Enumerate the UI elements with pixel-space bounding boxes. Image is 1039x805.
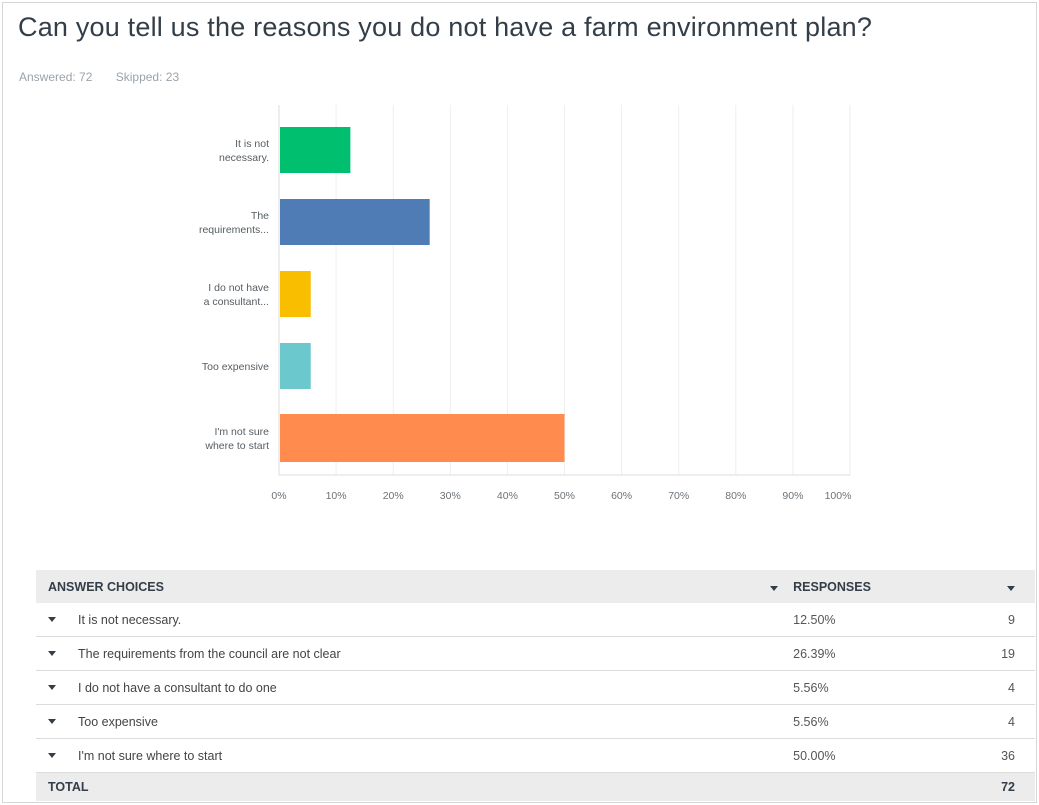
responses-table: ANSWER CHOICES RESPONSES It is not neces… (36, 570, 1035, 801)
response-summary: Answered: 72 Skipped: 23 (19, 70, 199, 84)
answer-label: I'm not sure where to start (78, 748, 223, 763)
x-tick-label: 30% (440, 490, 461, 502)
answer-label: The requirements from the council are no… (78, 646, 341, 661)
expand-caret-icon[interactable] (48, 685, 56, 690)
x-tick-label: 50% (554, 490, 575, 502)
x-tick-label: 40% (497, 490, 518, 502)
bar (280, 343, 311, 389)
answer-percent: 5.56% (793, 670, 965, 705)
answer-count: 9 (964, 603, 1035, 637)
category-label: necessary. (219, 152, 269, 164)
x-tick-label: 100% (825, 490, 852, 502)
table-row: Too expensive 5.56% 4 (36, 704, 1035, 739)
bar-chart: 0% 10% 20% 30% 40% 50% 60% 70% 80% 90% 100% It is n… (199, 105, 852, 502)
question-title: Can you tell us the reasons you do not h… (18, 12, 873, 42)
answer-count: 36 (964, 738, 1035, 773)
x-tick-label: 10% (326, 490, 347, 502)
total-row: TOTAL 72 (36, 772, 1035, 801)
answer-percent: 12.50% (793, 603, 965, 637)
x-tick-label: 0% (271, 490, 286, 502)
expand-caret-icon[interactable] (48, 753, 56, 758)
answer-count: 19 (964, 636, 1035, 671)
answer-count: 4 (964, 670, 1035, 705)
answered-count: Answered: 72 (19, 70, 93, 84)
category-label: where to start (204, 440, 269, 452)
table-row: The requirements from the council are no… (36, 636, 1035, 671)
x-tick-label: 90% (782, 490, 803, 502)
category-label: It is not (235, 138, 269, 150)
category-label: requirements... (199, 224, 269, 236)
answer-percent: 5.56% (793, 704, 965, 739)
bar (280, 127, 351, 173)
bar (280, 414, 565, 462)
answer-count: 4 (964, 704, 1035, 739)
table-row: I'm not sure where to start 50.00% 36 (36, 738, 1035, 773)
x-tick-label: 20% (383, 490, 404, 502)
category-label: a consultant... (204, 296, 269, 308)
answer-choices-sort-button[interactable] (754, 570, 794, 603)
bar (280, 199, 430, 245)
expand-caret-icon[interactable] (48, 651, 56, 656)
table-header-row: ANSWER CHOICES RESPONSES (36, 570, 1035, 603)
expand-caret-icon[interactable] (48, 719, 56, 724)
category-label: Too expensive (202, 361, 269, 373)
table-row: I do not have a consultant to do one 5.5… (36, 670, 1035, 705)
category-label: I'm not sure (214, 426, 269, 438)
total-label: TOTAL (36, 772, 755, 801)
responses-header[interactable]: RESPONSES (793, 570, 965, 603)
skipped-count: Skipped: 23 (115, 70, 180, 84)
expand-caret-icon[interactable] (48, 617, 56, 622)
sort-caret-icon (769, 585, 778, 591)
x-tick-label: 70% (668, 490, 689, 502)
answer-label: It is not necessary. (78, 612, 182, 627)
total-count: 72 (964, 772, 1035, 801)
table-row: It is not necessary. 12.50% 9 (36, 603, 1035, 637)
category-label: The (251, 210, 269, 222)
responses-sort-button[interactable] (964, 570, 1035, 603)
answer-percent: 50.00% (793, 738, 965, 773)
bar (280, 271, 311, 317)
answer-percent: 26.39% (793, 636, 965, 671)
category-label: I do not have (208, 282, 269, 294)
x-tick-label: 80% (725, 490, 746, 502)
x-tick-label: 60% (611, 490, 632, 502)
answer-label: Too expensive (78, 714, 158, 729)
answer-label: I do not have a consultant to do one (78, 680, 277, 695)
sort-caret-icon (1007, 585, 1015, 591)
answer-choices-header[interactable]: ANSWER CHOICES (36, 570, 755, 603)
